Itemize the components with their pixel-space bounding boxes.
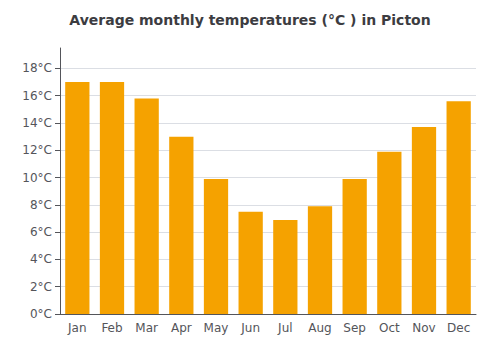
svg-text:0°C: 0°C bbox=[30, 307, 52, 321]
svg-text:Mar: Mar bbox=[135, 321, 158, 335]
svg-text:12°C: 12°C bbox=[22, 143, 52, 157]
svg-text:6°C: 6°C bbox=[30, 225, 52, 239]
svg-text:Nov: Nov bbox=[412, 321, 435, 335]
svg-text:18°C: 18°C bbox=[22, 61, 52, 75]
svg-text:2°C: 2°C bbox=[30, 280, 52, 294]
svg-text:Oct: Oct bbox=[379, 321, 400, 335]
svg-text:Jan: Jan bbox=[67, 321, 87, 335]
svg-text:May: May bbox=[204, 321, 229, 335]
svg-text:4°C: 4°C bbox=[30, 252, 52, 266]
svg-text:Feb: Feb bbox=[101, 321, 122, 335]
svg-text:Average monthly temperatures (: Average monthly temperatures (°C ) in Pi… bbox=[69, 12, 430, 28]
svg-text:Dec: Dec bbox=[447, 321, 470, 335]
svg-text:14°C: 14°C bbox=[22, 116, 52, 130]
svg-text:16°C: 16°C bbox=[22, 89, 52, 103]
svg-text:Jul: Jul bbox=[277, 321, 292, 335]
svg-text:Aug: Aug bbox=[308, 321, 331, 335]
svg-text:Apr: Apr bbox=[171, 321, 192, 335]
svg-text:Jun: Jun bbox=[240, 321, 260, 335]
svg-text:8°C: 8°C bbox=[30, 198, 52, 212]
svg-text:Sep: Sep bbox=[343, 321, 366, 335]
svg-text:10°C: 10°C bbox=[22, 171, 52, 185]
